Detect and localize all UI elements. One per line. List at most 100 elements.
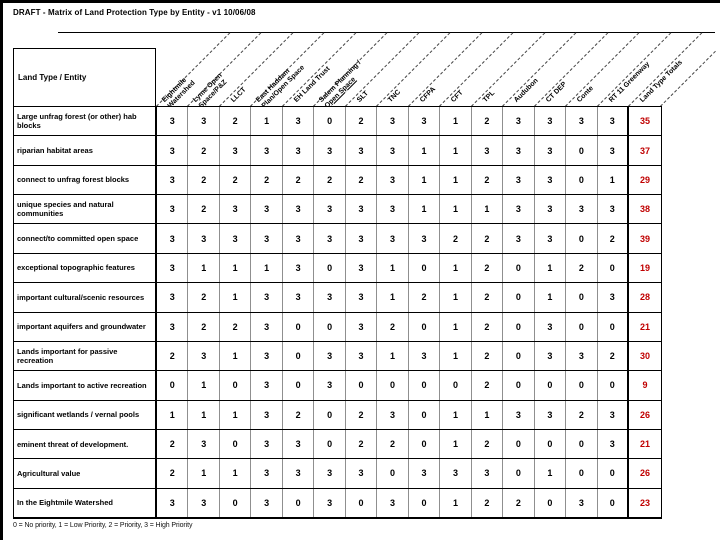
table-row: In the Eightmile Watershed 3 3 0 3 0 3 0 3 0 1 2 2 0 3…: [14, 488, 661, 518]
matrix-cell: 0: [598, 371, 630, 400]
matrix-cell: 3: [346, 283, 378, 312]
matrix-cell: 0: [220, 371, 252, 400]
matrix-cell: 1: [220, 253, 252, 283]
matrix-cell: 3: [251, 429, 283, 459]
matrix-cell: 3: [283, 429, 315, 459]
matrix-cell: 0: [283, 312, 315, 341]
column-header-line: LLCT: [229, 86, 248, 104]
matrix-cell: 3: [472, 136, 504, 165]
matrix-cell: 3: [220, 136, 252, 165]
matrix-cell: 2: [346, 107, 378, 136]
matrix-cell: 3: [314, 224, 346, 253]
header-divider-line: [533, 32, 608, 107]
matrix-cell: 0: [314, 312, 346, 341]
matrix-cell: 3: [503, 136, 535, 165]
matrix-cell: 2: [188, 136, 220, 165]
matrix-cell: 3: [314, 371, 346, 400]
matrix-cell: 3: [503, 195, 535, 224]
row-label: unique species and natural communities: [14, 195, 157, 224]
column-header: Lyme Open Space/P&Z: [192, 72, 229, 109]
matrix-cell: 3: [220, 224, 252, 253]
matrix-cell: 2: [472, 283, 504, 312]
matrix-cell: 2: [503, 488, 535, 518]
matrix-cell: 3: [157, 253, 189, 283]
header-divider-line: [218, 32, 294, 107]
matrix-cell: 1: [377, 253, 409, 283]
matrix-cell: 3: [283, 195, 315, 224]
matrix-cell: 0: [535, 488, 567, 518]
matrix-cell: 3: [598, 429, 630, 459]
column-header-line: CFPA: [418, 85, 437, 104]
matrix-cell: 0: [377, 371, 409, 400]
table-row: significant wetlands / vernal pools 1 1 1 3 2…: [14, 400, 661, 430]
matrix-cell: 3: [188, 341, 220, 371]
matrix-cell: 2: [157, 341, 189, 371]
matrix-cell: 1: [472, 400, 504, 429]
matrix-cell: 3: [157, 165, 189, 195]
matrix-cell: 1: [440, 195, 472, 224]
row-total: 38: [640, 204, 651, 215]
row-total: 21: [640, 439, 651, 450]
document-title: DRAFT - Matrix of Land Protection Type b…: [13, 8, 256, 17]
matrix-cell: 2: [283, 165, 315, 195]
matrix-cell: 3: [535, 136, 567, 165]
matrix-cell: 3: [598, 136, 630, 165]
matrix-cell: 3: [377, 400, 409, 429]
matrix-cell: 1: [188, 371, 220, 400]
matrix-cell: 1: [440, 283, 472, 312]
table-row: unique species and natural communities 3 2…: [14, 195, 661, 225]
matrix-cell: 3: [377, 136, 409, 165]
matrix-cell: 3: [314, 195, 346, 224]
row-total: 19: [640, 262, 651, 273]
matrix-cell: 2: [157, 459, 189, 488]
matrix-cell: 3: [598, 195, 630, 224]
table-row: Agricultural value 2 1 1 3 3 3 3 0 3 3 3 0 1 0 0 26: [14, 459, 661, 489]
row-label: exceptional topographic features: [14, 253, 157, 283]
matrix-cell: 2: [472, 165, 504, 195]
matrix-cell: 0: [566, 429, 598, 459]
matrix-cell: 3: [503, 107, 535, 136]
matrix-cell: 3: [157, 224, 189, 253]
matrix-cell: 3: [566, 195, 598, 224]
matrix-cell: 0: [598, 253, 630, 283]
row-label: connect/to committed open space: [14, 224, 157, 253]
matrix-cell: 3: [283, 136, 315, 165]
matrix-cell: 3: [157, 488, 189, 518]
table-row: important cultural/scenic resources 3 2 1 3 3…: [14, 283, 661, 313]
row-label: Large unfrag forest (or other) hab block…: [14, 107, 157, 136]
matrix-cell: 0: [503, 253, 535, 283]
matrix-cell: 3: [251, 136, 283, 165]
matrix-cell: 0: [503, 312, 535, 341]
matrix-cell: 2: [472, 224, 504, 253]
matrix-cell: 0: [535, 371, 567, 400]
matrix-cell: 2: [220, 165, 252, 195]
header-divider-line: [407, 32, 482, 107]
table-row: connect/to committed open space 3 3 3 3 3 3 3 3 3…: [14, 224, 661, 254]
matrix-cell: 2: [283, 400, 315, 429]
matrix-cell: 1: [251, 253, 283, 283]
row-label: Agricultural value: [14, 459, 157, 488]
matrix-cell: 3: [314, 488, 346, 518]
matrix-cell: 1: [440, 312, 472, 341]
matrix-cell: 1: [188, 400, 220, 429]
matrix-cell: 0: [409, 312, 441, 341]
row-label: Lands important for passive recreation: [14, 341, 157, 371]
matrix-cell: 1: [220, 341, 252, 371]
matrix-cell: 0: [503, 341, 535, 371]
matrix-cell: 3: [409, 107, 441, 136]
matrix-cell: 3: [157, 283, 189, 312]
matrix-cell: 3: [188, 107, 220, 136]
matrix-cell: 0: [566, 312, 598, 341]
matrix-cell: 0: [566, 371, 598, 400]
matrix-cell: 3: [535, 107, 567, 136]
matrix-cell: 3: [377, 107, 409, 136]
matrix-cell: 0: [535, 429, 567, 459]
matrix-cell: 3: [314, 136, 346, 165]
matrix-cell: 0: [314, 107, 346, 136]
matrix-cell: 0: [566, 136, 598, 165]
matrix-cell: 3: [566, 488, 598, 518]
matrix-cell: 3: [251, 283, 283, 312]
matrix-cell: 0: [283, 488, 315, 518]
matrix-cell: 1: [409, 136, 441, 165]
column-header: Conte: [576, 85, 595, 104]
